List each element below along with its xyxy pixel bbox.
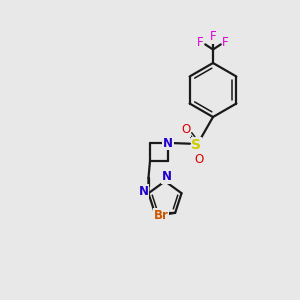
- Text: N: N: [163, 136, 173, 150]
- Text: S: S: [191, 138, 202, 152]
- Text: N: N: [161, 170, 172, 184]
- Text: N: N: [139, 185, 149, 198]
- Text: O: O: [182, 123, 190, 136]
- Text: F: F: [210, 30, 216, 44]
- Text: O: O: [195, 152, 204, 166]
- Text: Br: Br: [153, 208, 168, 222]
- Text: F: F: [197, 36, 204, 50]
- Text: F: F: [222, 36, 229, 50]
